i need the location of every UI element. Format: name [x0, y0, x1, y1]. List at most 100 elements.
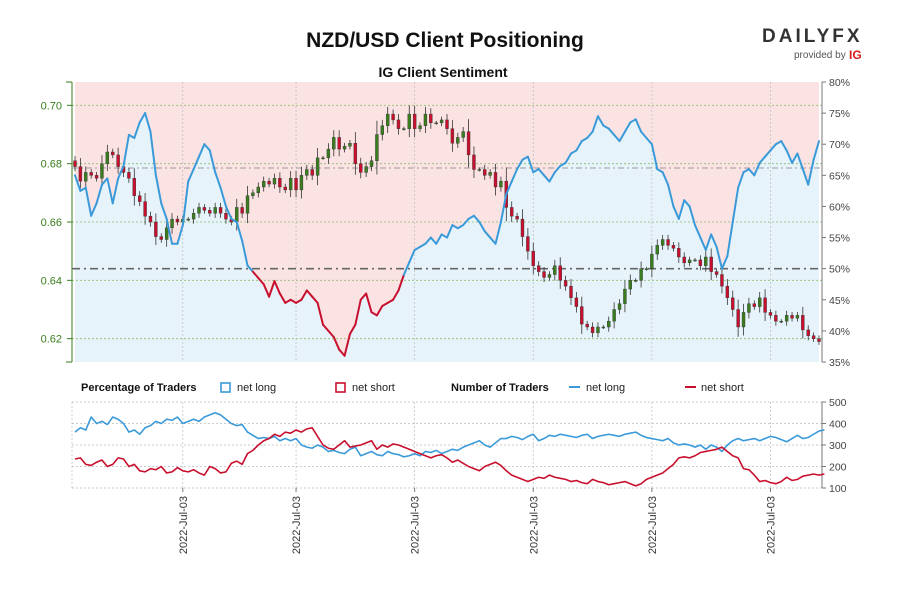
sentiment-line-segment: [419, 242, 427, 248]
candle-body: [310, 169, 314, 176]
candle-body: [784, 315, 789, 322]
legend-net-short-label: net short: [352, 382, 395, 394]
sentiment-line-segment: [235, 221, 244, 242]
candle-body: [164, 227, 169, 240]
sentiment-line-segment: [559, 161, 567, 167]
chart-subtitle: IG Client Sentiment: [378, 64, 507, 80]
candle-body: [202, 207, 207, 211]
sentiment-line-segment: [95, 183, 103, 205]
sentiment-line-segment: [580, 137, 589, 143]
sentiment-line-segment: [359, 292, 368, 301]
sentiment-line-segment: [408, 249, 416, 264]
sentiment-line-segment: [591, 115, 599, 133]
sentiment-line-segment: [365, 292, 373, 314]
price-tick-label: 0.64: [41, 275, 62, 287]
sentiment-line-segment: [451, 224, 459, 230]
sentiment-line-segment: [402, 261, 411, 276]
candle-body: [170, 218, 174, 229]
candle-body: [78, 166, 83, 182]
traders-count-panel: 100 200 300 400 500: [71, 397, 847, 495]
pct-tick-label: 60%: [829, 201, 850, 213]
candle-body: [563, 280, 568, 287]
brand-name: DAILYFX: [762, 26, 863, 47]
sentiment-line-segment: [618, 130, 626, 143]
sentiment-line-segment: [300, 289, 308, 301]
candle-body: [558, 265, 562, 281]
sentiment-line-segment: [489, 236, 497, 245]
candle-body: [763, 297, 767, 313]
brand-name-left: DAILY: [762, 26, 832, 47]
candle-body: [111, 151, 115, 156]
sentiment-line-segment: [176, 224, 184, 245]
candle-body: [283, 186, 287, 191]
candle-body: [569, 285, 573, 299]
candle-body: [445, 119, 449, 129]
sentiment-line-segment: [111, 177, 120, 205]
legend-net-long-swatch: [220, 382, 231, 393]
candle-body: [795, 315, 800, 319]
sentiment-line-segment: [424, 236, 432, 245]
candle-body: [704, 256, 708, 266]
candle-body: [240, 207, 244, 214]
count-tick-label: 100: [829, 483, 847, 495]
candle-body: [650, 253, 654, 269]
sentiment-line-segment: [596, 115, 605, 127]
pct-tick-label: 55%: [829, 233, 850, 245]
x-tick-label: 2022-Jul-03: [528, 496, 540, 554]
candle-body: [483, 169, 487, 176]
count-tick-label: 200: [829, 462, 847, 474]
candle-body: [191, 213, 196, 220]
x-tick-label: 2022-Jul-03: [647, 496, 659, 554]
count-net-long-line: [74, 411, 825, 458]
candle-body: [418, 125, 422, 129]
x-tick-label: 2022-Jul-03: [178, 496, 190, 554]
sentiment-line-segment: [370, 311, 378, 317]
sentiment-line-segment: [758, 155, 767, 164]
net-short-background-area: [75, 82, 819, 356]
candle-body: [466, 131, 471, 156]
candle-body: [412, 113, 417, 129]
x-axis: 2022-Jul-03 2022-Jul-03 2022-Jul-03 2022-Ju…: [178, 488, 777, 554]
pct-tick-label: 45%: [829, 295, 850, 307]
brand-name-right: FX: [832, 26, 862, 47]
sentiment-line-segment: [429, 236, 438, 245]
sentiment-line-segment: [462, 217, 470, 227]
sentiment-line-segment: [537, 168, 546, 177]
candle-body: [779, 320, 783, 323]
sentiment-line-segment: [715, 245, 723, 270]
candle-body: [94, 175, 99, 179]
sentiment-line-segment: [257, 277, 265, 286]
legend-net-long-label: net long: [237, 382, 276, 394]
sentiment-line-segment: [731, 186, 740, 223]
candle-body: [666, 239, 670, 246]
candle-body: [542, 271, 546, 278]
candle-body: [526, 236, 530, 252]
sentiment-line-segment: [753, 161, 761, 177]
sentiment-line-segment: [149, 130, 157, 177]
candle-body: [423, 113, 428, 126]
pct-tick-label: 75%: [829, 108, 850, 120]
candle-body: [175, 218, 180, 223]
candle-body: [105, 151, 110, 164]
sentiment-line-segment: [526, 155, 535, 174]
candle-body: [801, 315, 805, 331]
sentiment-line-segment: [629, 118, 637, 124]
sentiment-line-segment: [413, 245, 422, 251]
sentiment-line-segment: [742, 168, 750, 174]
candle-body: [402, 128, 406, 130]
sentiment-line-segment: [483, 230, 492, 239]
candle-body: [677, 248, 681, 258]
x-tick-label: 2022-Jul-03: [291, 496, 303, 554]
sentiment-line-segment: [688, 205, 696, 227]
pct-tick-label: 35%: [829, 357, 850, 369]
candle-body: [148, 215, 153, 223]
candle-body: [547, 274, 552, 278]
candle-body: [278, 178, 282, 188]
candle-body: [380, 125, 384, 135]
sentiment-line-segment: [262, 283, 271, 298]
candle-body: [790, 315, 794, 319]
sentiment-line-segment: [807, 158, 815, 186]
candle-body: [353, 143, 358, 164]
price-tick-label: 0.70: [41, 100, 62, 112]
candle-body: [154, 221, 158, 237]
